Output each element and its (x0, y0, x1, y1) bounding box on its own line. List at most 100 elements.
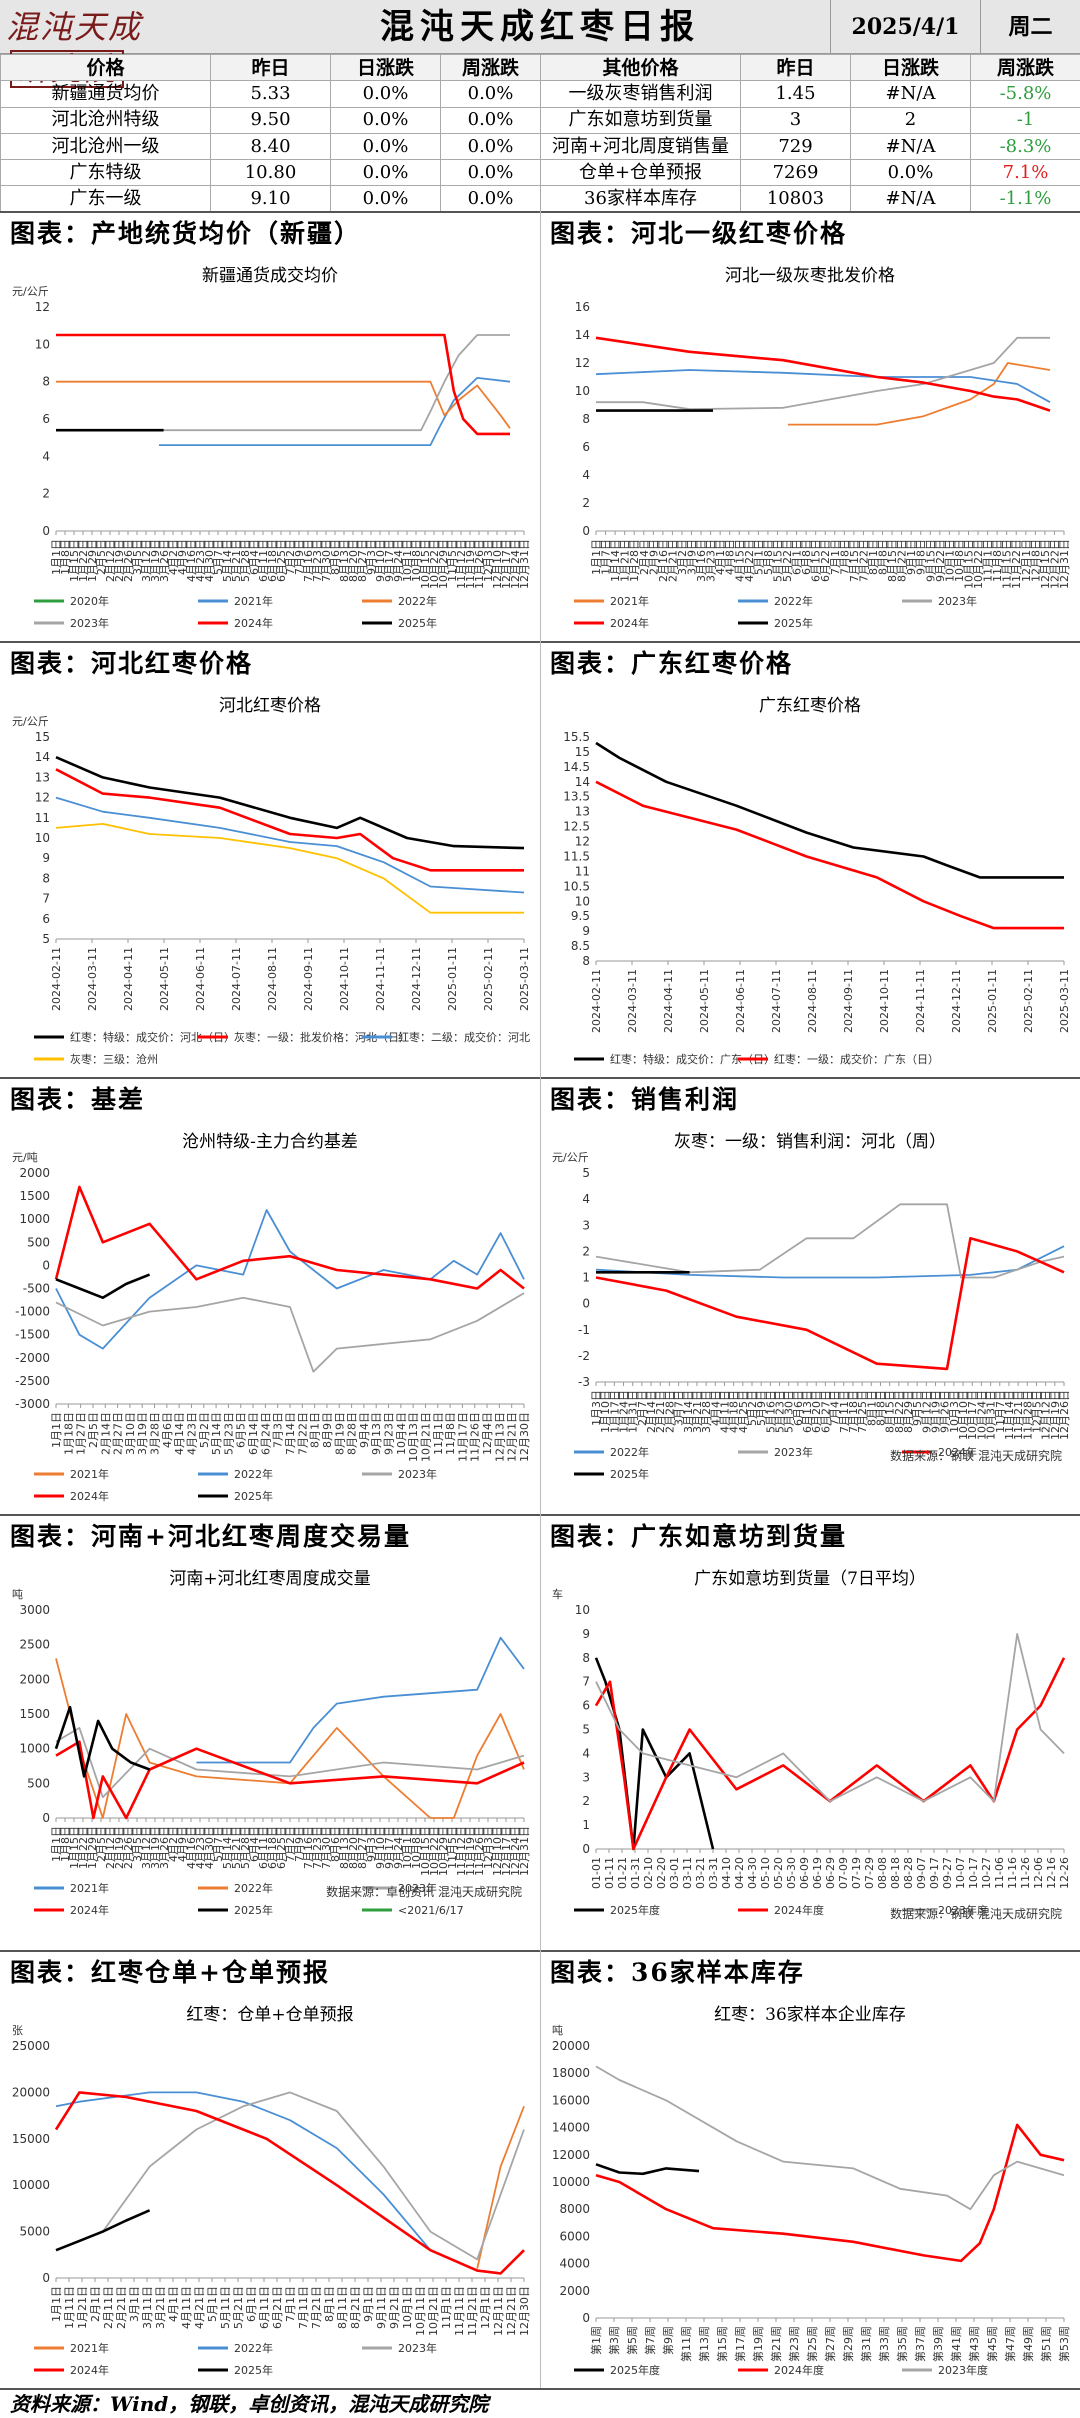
series-line (595, 2163, 700, 2176)
y-tick-label: 3000 (19, 1603, 50, 1617)
y-tick-label: 0 (582, 2311, 590, 2325)
table-cell: 河北沧州一级 (0, 132, 211, 161)
x-tick-label: 5月21日 (230, 539, 243, 582)
x-tick-label: 第11周 (679, 2326, 693, 2362)
series-line (595, 1203, 1065, 1279)
legend-label: 2022年 (234, 2341, 273, 2355)
y-tick-label: 500 (27, 1235, 50, 1249)
y-tick-label: 6000 (559, 2229, 590, 2243)
legend-label: 灰枣：三级：沧州 (70, 1052, 158, 1066)
x-tick-label: 6月25日 (275, 539, 288, 582)
x-tick-label: 09-17 (928, 1857, 941, 1889)
x-tick-label: 3月21日 (691, 1390, 704, 1433)
x-tick-label: 2025-02-11 (1022, 969, 1035, 1033)
x-tick-label: 9月22日 (934, 539, 947, 582)
chart-panel-basis: 沧州特级-主力合约基差 元/吨 -3000 -2500 -2000 -1500 -1000 -… (4, 1121, 536, 1514)
x-tick-label: 7月22日 (857, 539, 870, 582)
x-tick-label: 5月28日 (239, 1826, 252, 1869)
x-tick-label: 5月1日 (752, 539, 765, 575)
y-tick-label: 9.5 (571, 909, 590, 923)
legend-label: 红枣：特级：成交价：广东（日） (610, 1052, 775, 1066)
x-tick-label: 4月16日 (185, 539, 198, 582)
series-line (56, 334, 510, 432)
table-cell: 3 (740, 106, 851, 134)
legend-label: 2024年 (938, 1445, 977, 1459)
x-tick-label: 10月8日 (410, 1826, 423, 1869)
x-tick-label: 8月1日 (865, 1390, 878, 1426)
chart-panel-hb1: 河北一级灰枣批发价格 0 2 4 6 8 10 12 14 16 1月1日 1月7日 1月14日 1月21… (544, 255, 1076, 641)
x-tick-label: 第49周 (1021, 2326, 1035, 2362)
x-tick-label: 8月6日 (329, 1826, 342, 1862)
series-line (55, 2209, 151, 2252)
x-tick-label: 4月25日 (737, 1390, 750, 1433)
y-tick-label: -1500 (15, 1328, 50, 1342)
table-cell: #N/A (850, 80, 971, 108)
x-tick-label: 10月29日 (437, 1826, 450, 1876)
x-tick-label: 5月2日 (746, 1390, 759, 1426)
x-tick-label: 2025-03-11 (518, 947, 531, 1011)
x-tick-label: 1月1日 (50, 1412, 63, 1448)
y-tick-label: 10000 (552, 2175, 590, 2189)
y-tick-label: -3000 (15, 1397, 50, 1411)
y-tick-label: 14 (35, 750, 50, 764)
x-tick-label: 6月1日 (791, 539, 804, 575)
x-tick-label: 第5周 (625, 2326, 639, 2355)
x-tick-label: 03-11 (681, 1857, 694, 1889)
table-cell: 仓单+仓单预报 (540, 159, 741, 187)
x-tick-label: 1月29日 (86, 539, 99, 582)
x-tick-label: 4月2日 (167, 539, 180, 575)
x-tick-label: 2024-02-11 (50, 947, 63, 1011)
legend-label: 2022年 (234, 1467, 273, 1481)
x-tick-label: 第7周 (643, 2326, 657, 2355)
x-tick-label: 5月15日 (771, 539, 784, 582)
y-tick-label: 16000 (552, 2093, 590, 2107)
y-tick-label: 10.5 (563, 879, 590, 893)
x-tick-label: 11月12日 (455, 539, 468, 589)
chart-title: 河南+河北红枣周度成交量 (169, 1569, 370, 1589)
y-tick-label: -2500 (15, 1374, 50, 1388)
data-source-note: 数据来源：钢联 混沌天成研究院 (890, 1448, 1062, 1463)
x-tick-label: 10-17 (967, 1857, 980, 1889)
x-tick-label: 第27周 (823, 2326, 837, 2362)
x-tick-label: 03-31 (707, 1857, 720, 1889)
x-tick-label: 10月15日 (419, 1826, 432, 1876)
x-tick-label: 1月3日 (590, 1390, 603, 1426)
x-tick-label: 5月7日 (212, 539, 225, 575)
table-cell: 河北沧州特级 (0, 106, 211, 134)
series-line (159, 377, 511, 447)
x-tick-label: 2025-01-11 (986, 969, 999, 1033)
x-tick-label: 2月21日 (666, 539, 679, 582)
x-tick-label: 10月21日 (419, 1412, 432, 1462)
column-divider (540, 1077, 541, 1514)
x-tick-label: 1月14日 (609, 539, 622, 582)
series-line (54, 2091, 525, 2275)
x-tick-label: 4月23日 (185, 1412, 198, 1455)
x-tick-label: 2024-03-11 (86, 947, 99, 1011)
x-tick-label: 01-01 (590, 1857, 603, 1889)
x-tick-label: 3月5日 (131, 539, 144, 575)
x-tick-label: 8月1日 (309, 1412, 322, 1448)
y-tick-label: 4 (42, 449, 50, 463)
x-tick-label: 6月4日 (248, 539, 261, 575)
table-cell: -1.1% (970, 185, 1080, 213)
table-header-cell: 价格 (0, 53, 211, 82)
x-tick-label: 2024-05-11 (158, 947, 171, 1011)
x-tick-label: 第39周 (931, 2326, 945, 2362)
table-cell: 广东特级 (0, 159, 211, 187)
x-tick-label: 09-07 (915, 1857, 928, 1889)
x-tick-label: 10月8日 (410, 539, 423, 582)
table-cell: 10.80 (210, 159, 331, 187)
table-cell: 9.10 (210, 185, 331, 213)
x-tick-label: 3月28日 (700, 1390, 713, 1433)
y-tick-label: 5 (582, 1723, 590, 1737)
x-tick-label: 9月1日 (905, 539, 918, 575)
x-tick-label: 11月1日 (440, 2286, 453, 2329)
x-tick-label: 3月28日 (149, 1412, 162, 1455)
x-tick-label: 1月8日 (59, 539, 72, 575)
chart-panel-gdp: 广东红枣价格 8 8.5 9 9.5 10 10.5 11 11.5 12 12.5 13 13.5 14… (544, 685, 1076, 1077)
section-title: 图表：河南+河北红枣周度交易量 (10, 1522, 411, 1551)
x-tick-label: 11月21日 (466, 2286, 479, 2336)
y-tick-label: 3 (582, 1218, 590, 1232)
x-tick-label: 9月13日 (370, 1412, 383, 1455)
y-tick-label: 2000 (559, 2284, 590, 2298)
